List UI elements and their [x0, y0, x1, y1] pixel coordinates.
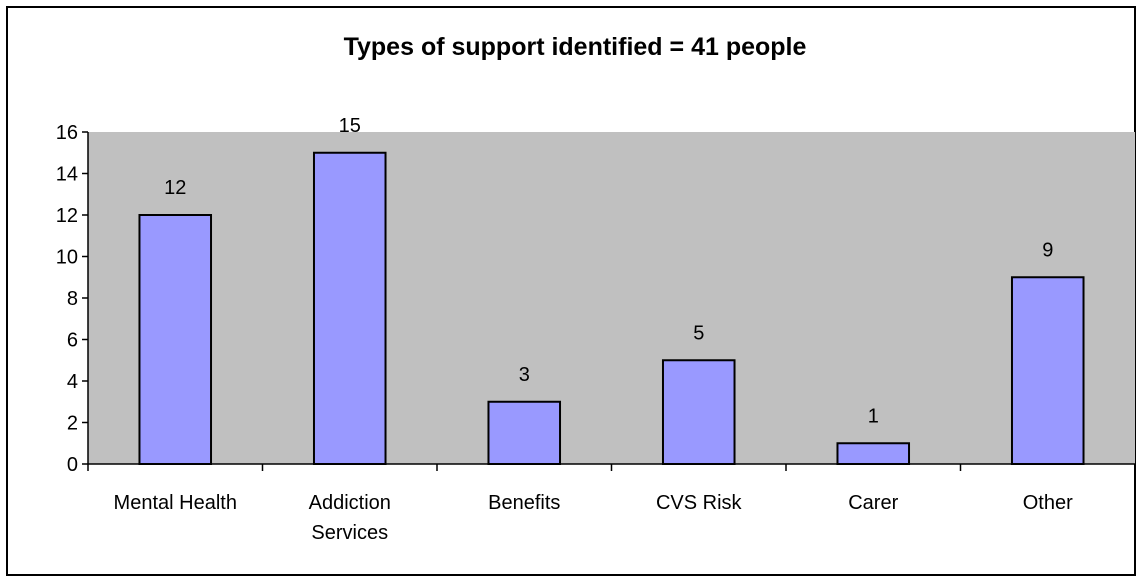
data-label: 15: [339, 115, 361, 137]
bar: [487, 400, 562, 465]
bar: [661, 359, 736, 465]
y-tick-label: 8: [67, 288, 78, 310]
y-tick-label: 0: [67, 454, 78, 476]
category-label: Carer: [848, 492, 898, 514]
y-axis: 0 2 4 6 8 10 12 14 16: [56, 122, 89, 476]
category-labels: Mental Health Addiction Services Benefits CV…: [114, 492, 1074, 544]
y-tick-label: 14: [56, 164, 78, 186]
bar: [312, 151, 387, 465]
y-tick-label: 10: [56, 247, 78, 269]
data-label: 3: [519, 364, 530, 386]
data-labels: 12 15 3 5 1 9: [164, 115, 1053, 428]
category-label: Other: [1023, 492, 1073, 514]
category-label: CVS Risk: [656, 492, 743, 514]
chart-title: Types of support identified = 41 people: [344, 33, 807, 61]
y-tick-label: 12: [56, 205, 78, 227]
y-tick-label: 16: [56, 122, 78, 144]
category-label: Benefits: [488, 492, 560, 514]
y-tick-label: 2: [67, 413, 78, 435]
category-label: Mental Health: [114, 492, 237, 514]
data-label: 12: [164, 177, 186, 199]
bars: [138, 151, 1085, 465]
data-label: 9: [1042, 239, 1053, 261]
data-label: 1: [868, 405, 879, 427]
bar: [1010, 276, 1085, 465]
category-label: Addiction: [309, 492, 391, 514]
y-tick-label: 4: [67, 371, 78, 393]
plot-area: [88, 132, 1135, 464]
category-label: Services: [311, 522, 388, 544]
bar: [836, 442, 911, 465]
bar: [138, 214, 213, 465]
data-label: 5: [693, 322, 704, 344]
x-axis: [87, 463, 1136, 471]
y-tick-label: 6: [67, 330, 78, 352]
